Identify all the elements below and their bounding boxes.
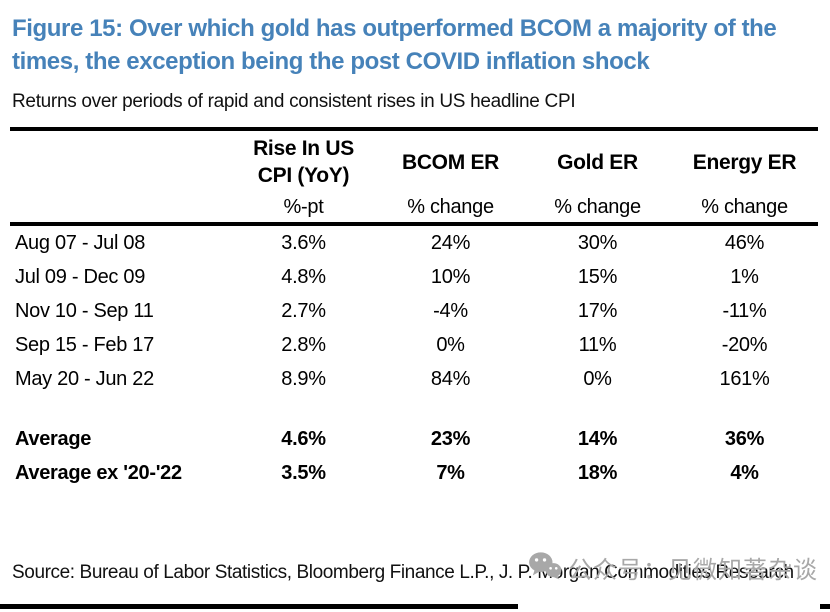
figure-title: Figure 15: Over which gold has outperfor… — [12, 12, 818, 78]
returns-table: Rise In US CPI (YoY) BCOM ER Gold ER Ene… — [10, 127, 818, 490]
figure-title-line1: Figure 15: Over which gold has outperfor… — [12, 15, 777, 42]
table-row-average-ex: Average ex '20-'22 3.5% 7% 18% 4% — [15, 461, 759, 484]
footer-rule-left — [0, 604, 518, 609]
unit-bcom: % change — [407, 196, 494, 218]
header-gold: Gold ER — [557, 150, 638, 174]
figure-subtitle: Returns over periods of rapid and consis… — [12, 91, 576, 112]
unit-energy: % change — [701, 196, 788, 218]
table-gap — [10, 396, 818, 422]
table-row-average: Average 4.6% 23% 14% 36% — [15, 427, 765, 450]
table-header-row: Rise In US CPI (YoY) BCOM ER Gold ER Ene… — [10, 131, 818, 193]
table-row: May 20 - Jun 22 8.9% 84% 0% 161% — [15, 367, 770, 390]
table-summary: Average 4.6% 23% 14% 36% Average ex '20-… — [10, 422, 818, 490]
table-row: Nov 10 - Sep 11 2.7% -4% 17% -11% — [15, 299, 767, 322]
header-bcom: BCOM ER — [401, 150, 500, 174]
table-header-rule — [10, 222, 818, 226]
header-energy: Energy ER — [692, 150, 797, 174]
unit-cpi: %-pt — [283, 196, 324, 218]
table-row: Sep 15 - Feb 17 2.8% 0% 11% -20% — [15, 333, 768, 356]
table-row: Jul 09 - Dec 09 4.8% 10% 15% 1% — [15, 265, 759, 288]
table-row: Aug 07 - Jul 08 3.6% 24% 30% 46% — [15, 231, 765, 254]
source-note: Source: Bureau of Labor Statistics, Bloo… — [12, 562, 794, 583]
unit-gold: % change — [554, 196, 641, 218]
figure-title-line2: times, the exception being the post COVI… — [12, 48, 650, 75]
table-units-row: %-pt % change % change % change — [10, 193, 818, 222]
footer-rule-right — [820, 604, 830, 609]
header-cpi: Rise In US CPI (YoY) — [253, 137, 354, 187]
table-top-rule — [10, 127, 818, 131]
